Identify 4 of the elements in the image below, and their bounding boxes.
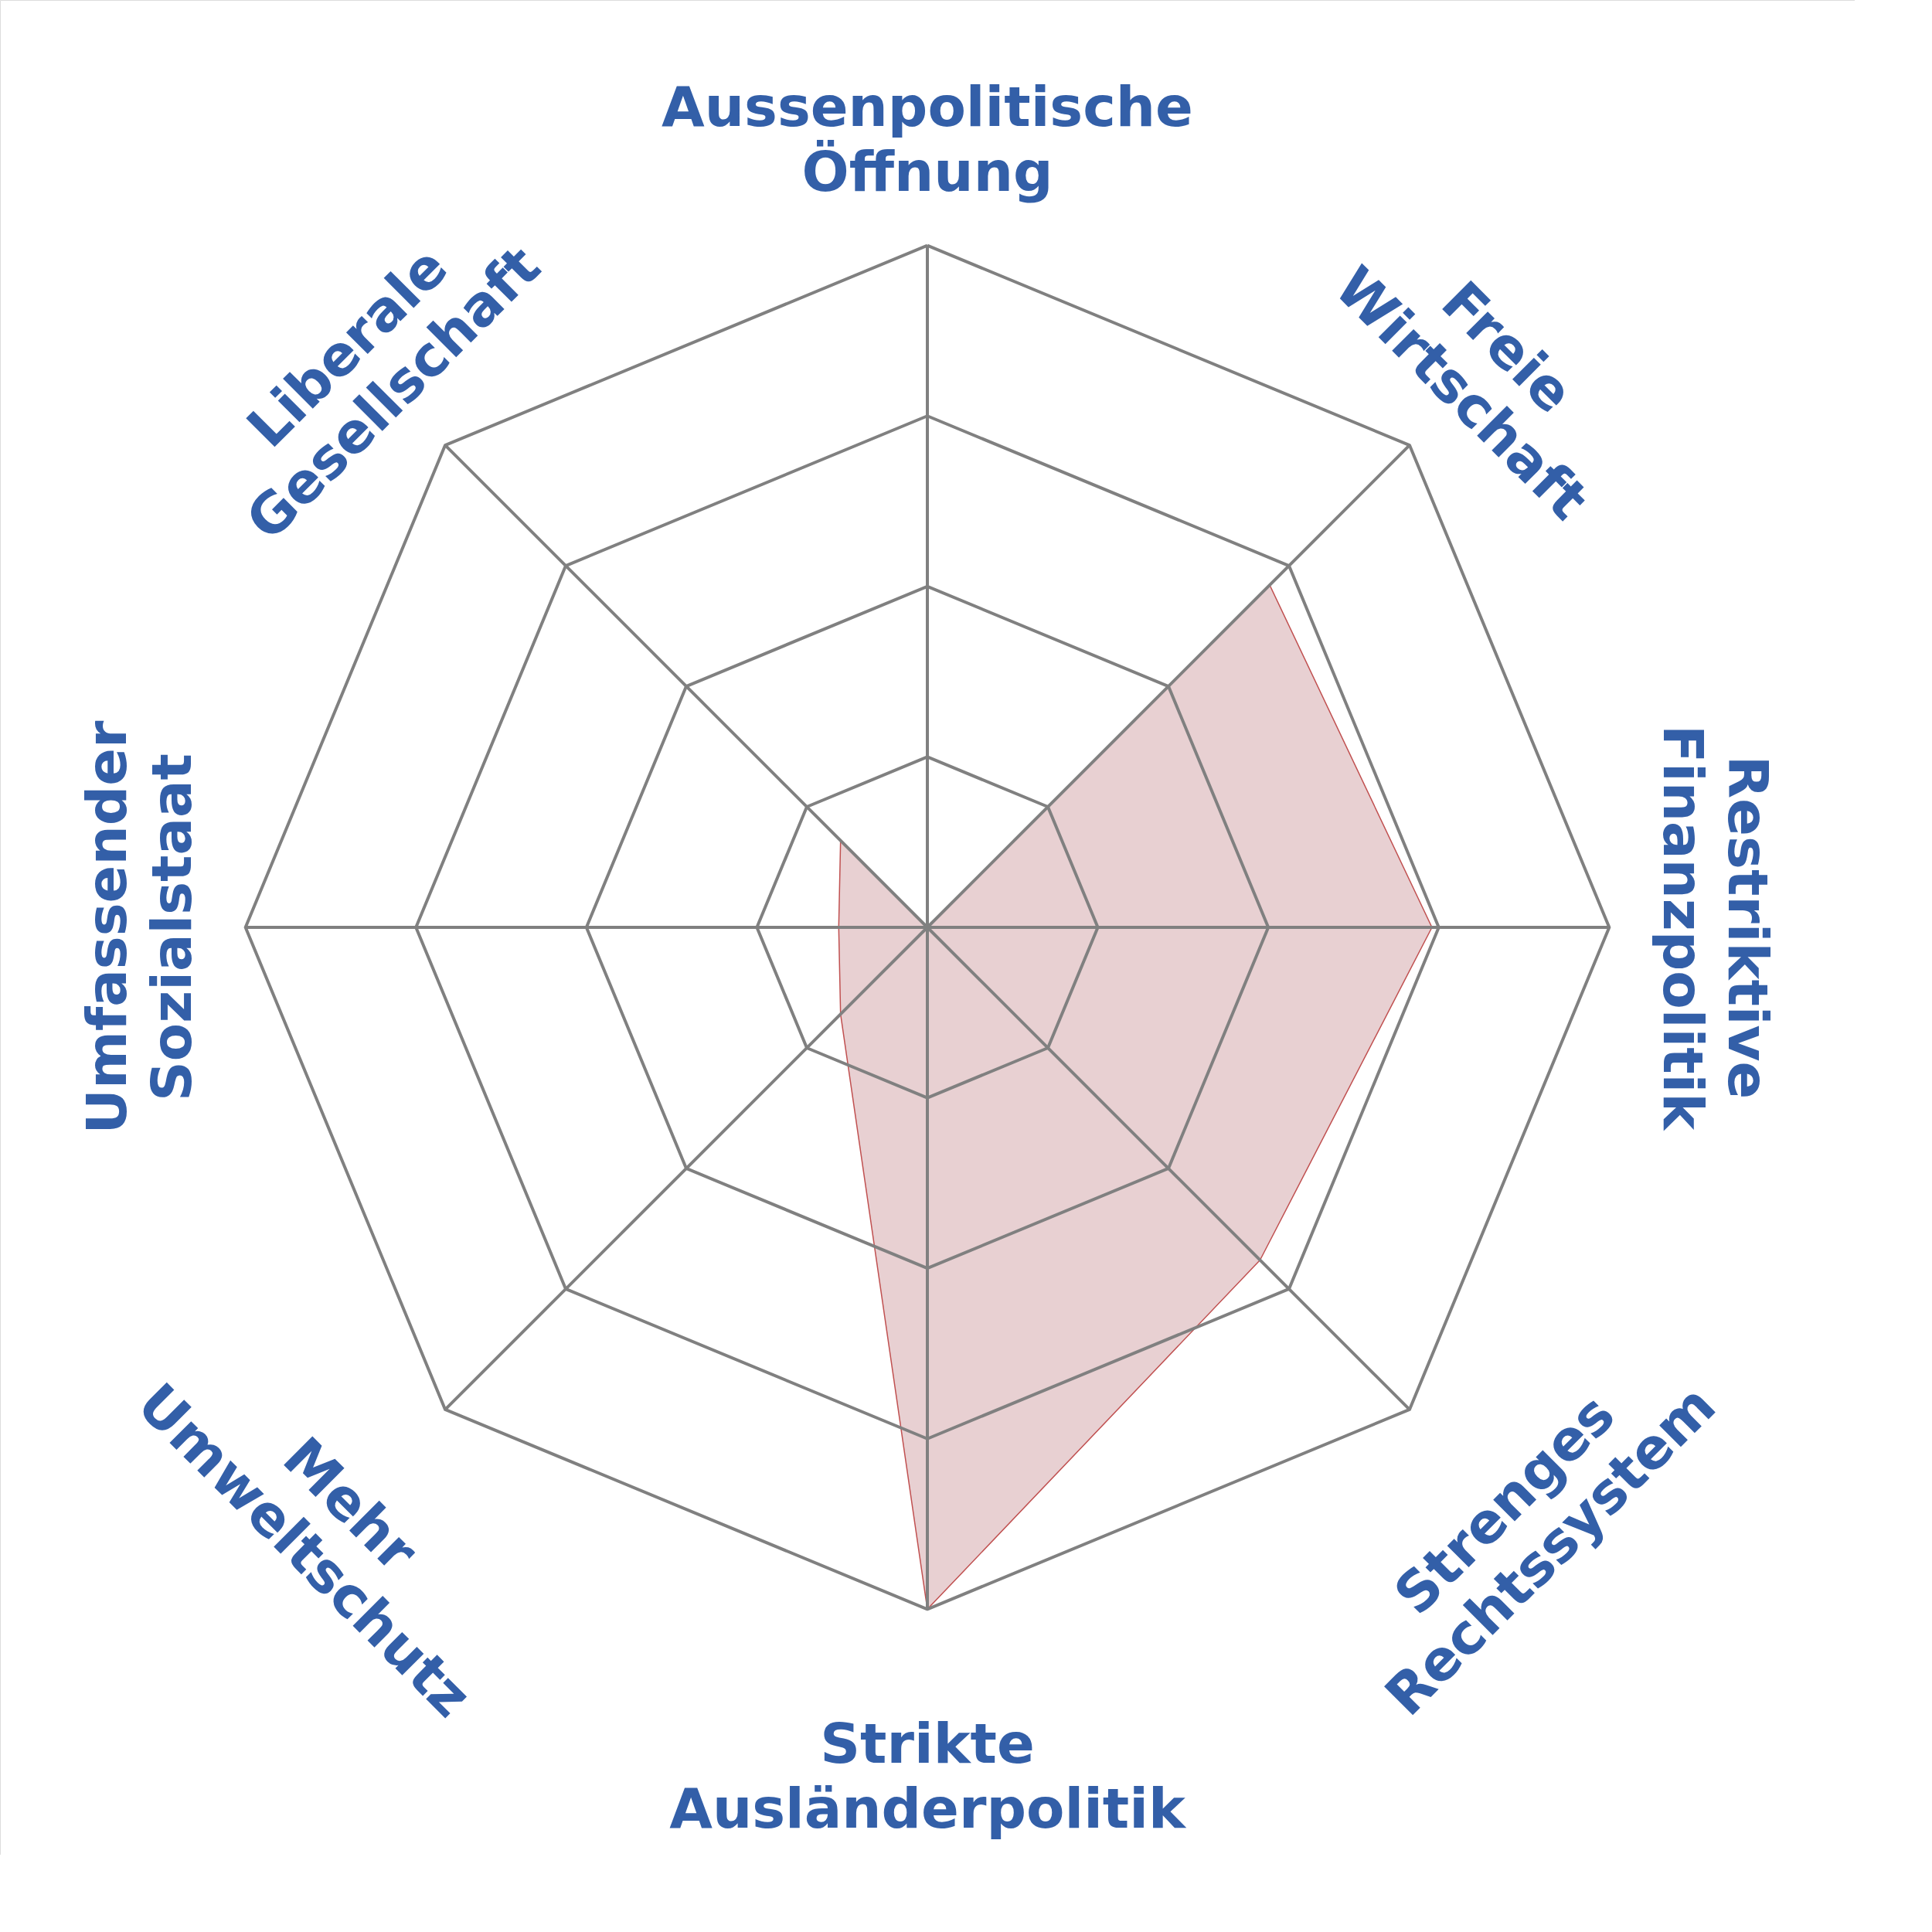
spoke-label: Restriktive Finanzpolitik	[1650, 724, 1781, 1132]
spoke-label: Umfassender Sozialstaat	[74, 719, 205, 1134]
spoke-label: Strikte Ausländerpolitik	[669, 1710, 1187, 1841]
spoke-label: Aussenpolitische Öffnung	[662, 74, 1193, 205]
